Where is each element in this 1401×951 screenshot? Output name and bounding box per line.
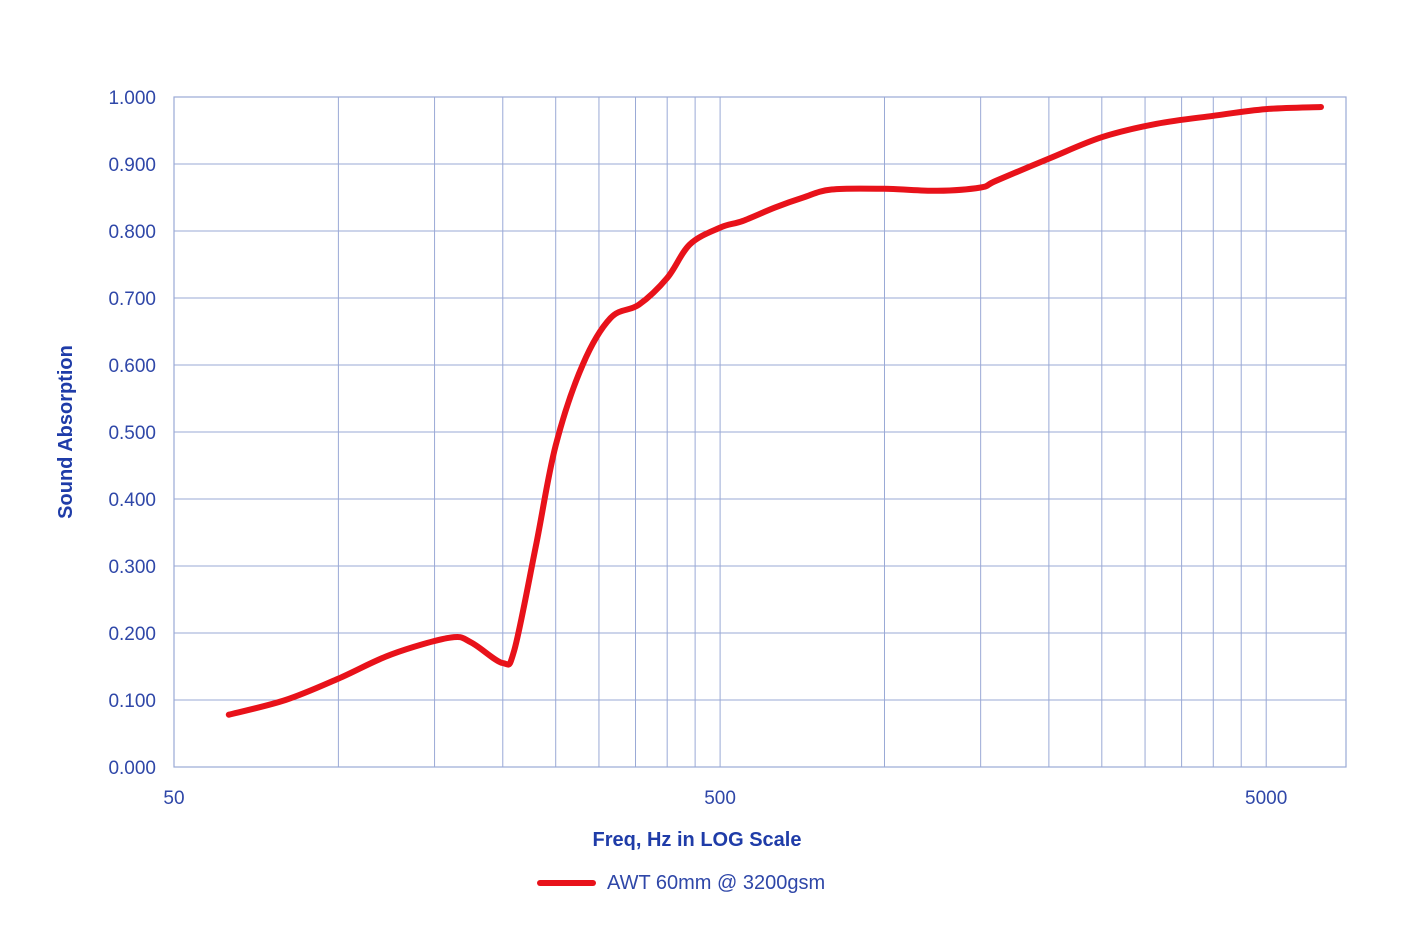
x-axis-title: Freq, Hz in LOG Scale [593, 829, 802, 851]
y-tick-label: 0.000 [108, 758, 156, 779]
x-tick-label: 5000 [1245, 788, 1287, 809]
y-tick-label: 0.800 [108, 222, 156, 243]
legend: AWT 60mm @ 3200gsm [537, 872, 825, 894]
y-axis-title: Sound Absorption [55, 345, 77, 519]
y-tick-label: 0.900 [108, 155, 156, 176]
y-tick-label: 0.500 [108, 423, 156, 444]
y-tick-label: 0.100 [108, 691, 156, 712]
y-tick-label: 1.000 [108, 88, 156, 109]
series-line-0 [225, 104, 1324, 718]
y-tick-label: 0.200 [108, 624, 156, 645]
y-tick-label: 0.600 [108, 356, 156, 377]
y-tick-label: 0.300 [108, 557, 156, 578]
legend-label: AWT 60mm @ 3200gsm [607, 872, 825, 894]
series-layer [225, 104, 1324, 718]
y-tick-labels: 0.000 0.100 0.200 0.300 0.400 0.500 0.600 0.700… [108, 88, 156, 779]
x-tick-label: 500 [704, 788, 736, 809]
y-tick-label: 0.700 [108, 289, 156, 310]
y-tick-label: 0.400 [108, 490, 156, 511]
grid [173, 96, 1347, 768]
x-tick-label: 50 [163, 788, 184, 809]
x-tick-labels: 50 500 5000 [163, 788, 1287, 809]
